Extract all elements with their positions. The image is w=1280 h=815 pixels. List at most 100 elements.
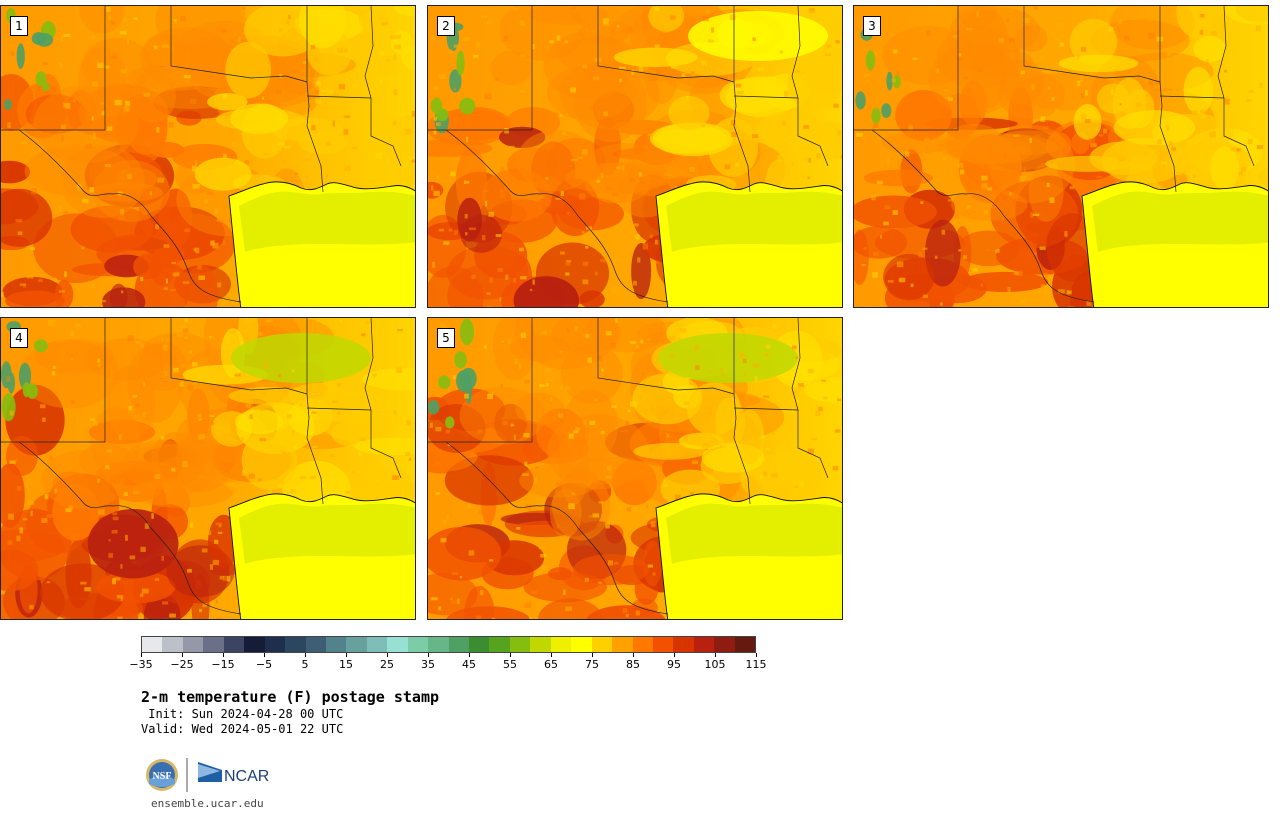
hot-region [52, 471, 89, 496]
field-speckle [981, 175, 988, 181]
field-speckle [953, 213, 959, 219]
field-speckle [433, 86, 439, 91]
mountain-cool-spot [855, 91, 866, 110]
field-speckle [531, 43, 535, 50]
field-speckle [259, 392, 266, 395]
field-speckle [205, 530, 212, 536]
field-speckle [108, 539, 111, 542]
field-speckle [277, 483, 283, 489]
field-speckle [184, 336, 189, 340]
field-speckle [494, 77, 500, 81]
field-speckle [405, 128, 412, 135]
mountain-cool-spot [886, 71, 893, 91]
field-speckle [310, 37, 316, 42]
field-speckle [1047, 86, 1051, 90]
field-speckle [936, 68, 940, 73]
field-speckle [1145, 94, 1150, 98]
field-speckle [435, 461, 441, 466]
field-speckle [193, 247, 197, 252]
field-speckle [1236, 148, 1241, 152]
field-speckle [104, 163, 111, 168]
field-speckle [85, 143, 93, 149]
field-speckle [934, 255, 938, 259]
field-speckle [239, 437, 245, 440]
field-speckle [1108, 26, 1114, 32]
field-speckle [234, 373, 241, 377]
field-speckle [647, 133, 654, 136]
field-speckle [133, 17, 138, 20]
field-speckle [513, 434, 516, 441]
mild-region [354, 437, 415, 455]
field-speckle [840, 154, 842, 159]
field-speckle [762, 395, 770, 398]
field-speckle [794, 70, 800, 73]
field-speckle [291, 490, 298, 496]
field-speckle [332, 120, 335, 127]
field-speckle [501, 340, 505, 344]
field-speckle [248, 473, 255, 479]
field-speckle [112, 512, 118, 516]
mountain-cool-spot [865, 50, 876, 71]
hot-region [631, 598, 658, 617]
field-speckle [994, 249, 998, 254]
field-speckle [120, 209, 125, 215]
field-speckle [1199, 109, 1205, 113]
field-speckle [91, 284, 95, 288]
field-speckle [499, 297, 502, 302]
field-speckle [615, 318, 618, 323]
field-speckle [96, 362, 100, 366]
mild-region [751, 456, 826, 483]
field-speckle [1030, 212, 1034, 218]
field-speckle [638, 66, 644, 72]
field-speckle [106, 6, 111, 12]
field-speckle [1081, 113, 1087, 120]
field-speckle [741, 494, 747, 500]
field-speckle [91, 35, 96, 40]
field-speckle [448, 228, 453, 232]
field-speckle [187, 385, 194, 391]
field-speckle [440, 322, 447, 328]
field-speckle [405, 451, 411, 457]
field-speckle [429, 422, 433, 428]
field-speckle [360, 27, 363, 34]
field-speckle [1069, 186, 1075, 190]
field-speckle [89, 187, 94, 193]
warm-region [127, 343, 183, 423]
hot-region [70, 205, 154, 253]
hot-region [428, 404, 486, 453]
field-speckle [467, 503, 472, 508]
warm-region [35, 339, 115, 375]
field-speckle [452, 116, 459, 121]
field-speckle [156, 127, 160, 133]
field-speckle [311, 411, 317, 414]
mountain-cool-spot [871, 107, 881, 124]
field-speckle [581, 439, 587, 445]
field-speckle [22, 518, 28, 521]
field-speckle [226, 576, 231, 582]
field-speckle [1053, 37, 1061, 41]
field-speckle [960, 169, 965, 175]
field-speckle [542, 565, 547, 570]
colorbar-swatch [223, 637, 245, 652]
field-speckle [1118, 158, 1125, 162]
field-speckle [1110, 89, 1114, 96]
field-speckle [638, 172, 642, 177]
field-speckle [564, 40, 568, 43]
field-speckle [431, 261, 436, 268]
field-speckle [120, 30, 127, 35]
field-speckle [1076, 54, 1081, 60]
temperature-field [1, 6, 415, 307]
hot-region [457, 197, 482, 242]
field-speckle [164, 371, 168, 377]
field-speckle [58, 205, 62, 212]
field-speckle [320, 89, 327, 92]
field-speckle [188, 349, 192, 354]
hot-region [214, 439, 236, 472]
warm-region [515, 318, 618, 370]
field-speckle [242, 7, 246, 10]
field-speckle [633, 223, 639, 227]
colorbar-tick-label: 25 [380, 658, 394, 671]
field-speckle [636, 344, 640, 349]
field-speckle [618, 78, 622, 82]
field-speckle [344, 165, 351, 171]
